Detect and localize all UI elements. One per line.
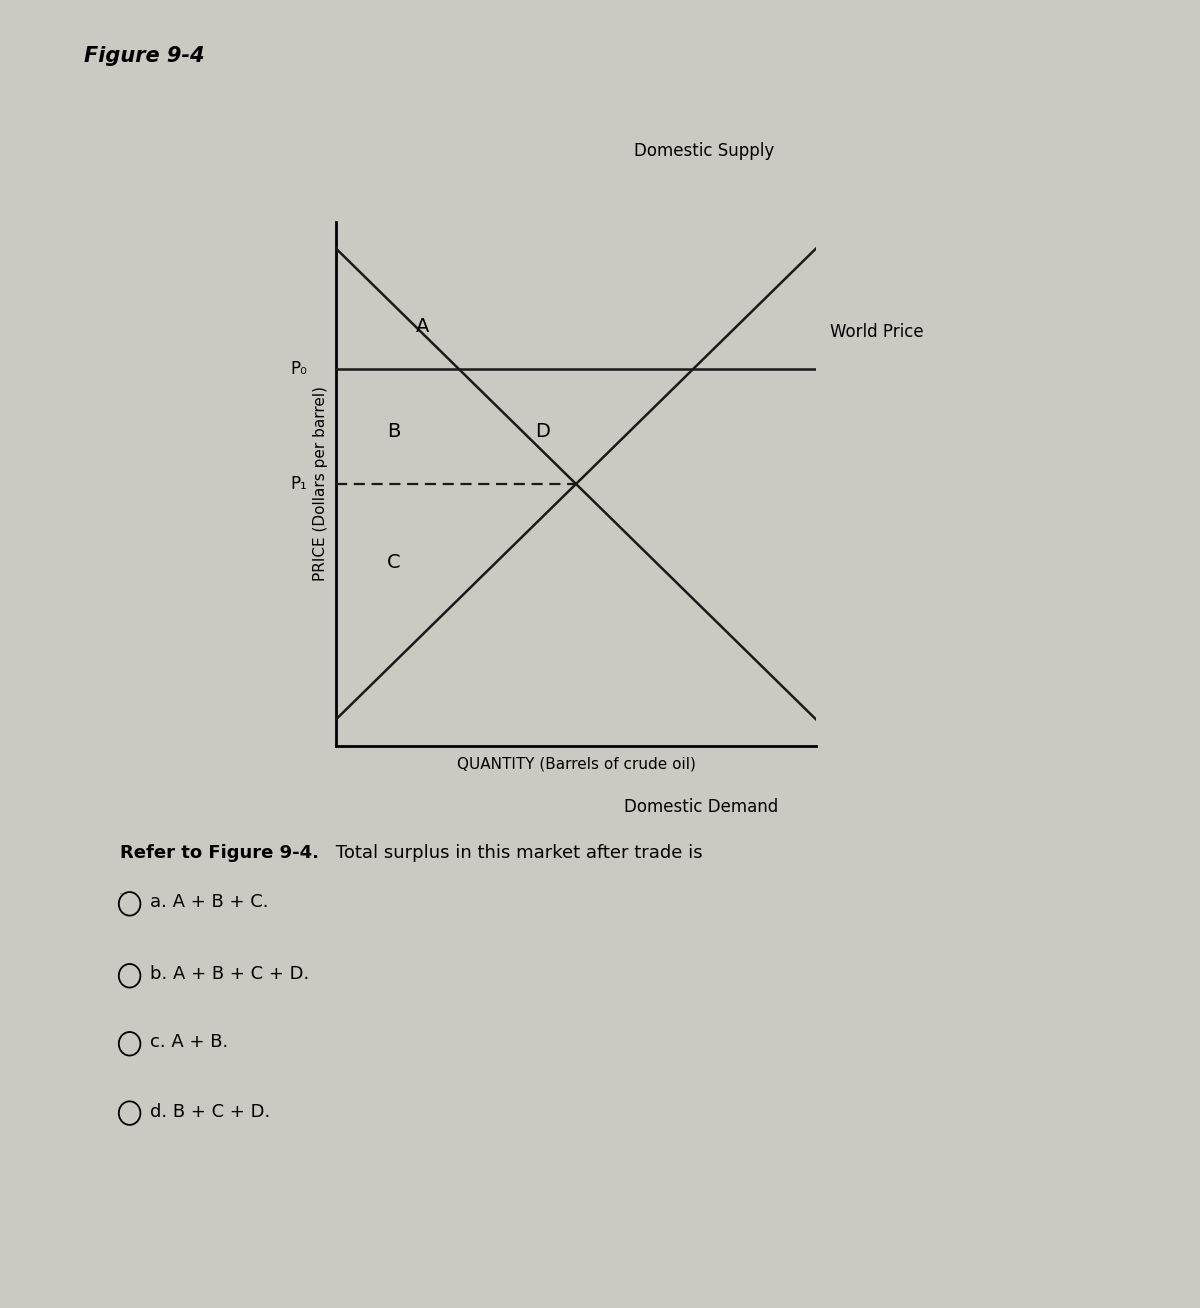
Text: Figure 9-4: Figure 9-4	[84, 46, 204, 65]
Text: P₀: P₀	[290, 360, 307, 378]
Text: Domestic Supply: Domestic Supply	[634, 141, 774, 160]
Y-axis label: PRICE (Dollars per barrel): PRICE (Dollars per barrel)	[313, 386, 328, 582]
X-axis label: QUANTITY (Barrels of crude oil): QUANTITY (Barrels of crude oil)	[456, 756, 696, 772]
Text: b. A + B + C + D.: b. A + B + C + D.	[150, 965, 310, 984]
Text: A: A	[415, 318, 430, 336]
Text: B: B	[386, 422, 401, 441]
Text: Total surplus in this market after trade is: Total surplus in this market after trade…	[330, 844, 703, 862]
Text: World Price: World Price	[830, 323, 924, 341]
Text: a. A + B + C.: a. A + B + C.	[150, 893, 269, 912]
Text: d. B + C + D.: d. B + C + D.	[150, 1103, 270, 1121]
Text: C: C	[386, 553, 401, 572]
Text: Refer to Figure 9-4.: Refer to Figure 9-4.	[120, 844, 319, 862]
Text: Domestic Demand: Domestic Demand	[624, 798, 779, 816]
Text: D: D	[535, 422, 550, 441]
Text: c. A + B.: c. A + B.	[150, 1033, 228, 1052]
Text: P₁: P₁	[290, 475, 307, 493]
